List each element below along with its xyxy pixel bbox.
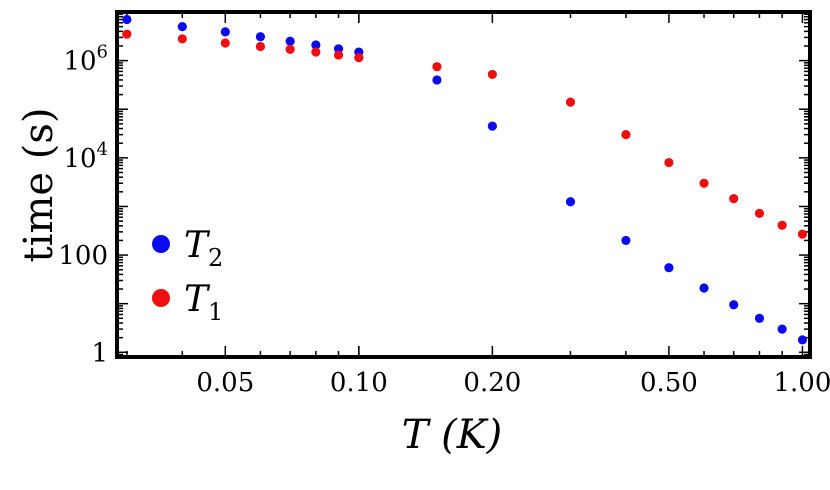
data-point-t1 [354,53,364,63]
x-axis-label: T (K) [402,412,503,458]
data-point-t2 [220,27,230,37]
data-point-t1 [255,41,266,52]
data-point-t1 [729,194,739,204]
data-point-t1 [285,44,295,55]
data-point-t2 [487,121,497,131]
data-point-t2 [432,75,442,85]
data-point-t2 [729,300,739,310]
data-point-t2 [664,263,674,273]
data-point-t2 [285,36,295,46]
y-tick-labels: 1 100 104 106 [58,42,108,369]
data-point-t1 [432,62,442,72]
data-point-t1 [777,220,787,230]
data-point-t1 [754,208,765,218]
y-tick-label: 106 [63,42,108,77]
data-point-t1 [311,47,321,57]
data-point-t1 [699,178,709,188]
data-point-t2 [255,32,266,42]
data-point-t1 [220,38,230,48]
legend-label-t1: T1 [184,279,223,326]
data-point-t2 [311,40,321,50]
legend-marker-t2 [152,235,170,253]
x-tick-label: 1.00 [773,368,830,398]
data-point-t1 [664,157,674,168]
y-tick-label: 104 [63,139,108,174]
x-tick-label: 0.50 [640,368,698,398]
data-point-t1 [333,50,344,60]
data-point-t1 [621,130,631,140]
data-point-t2 [565,197,576,207]
data-point-t2 [122,14,132,25]
data-point-t1 [797,229,808,239]
data-point-t2 [621,235,631,246]
data-point-t1 [122,29,132,39]
y-tick-label: 100 [58,241,108,271]
legend-marker-t1 [152,289,170,307]
points-layer [122,14,808,345]
legend-label-t2: T2 [184,225,223,272]
data-point-t2 [777,324,787,334]
data-point-t2 [699,283,709,293]
data-point-t2 [797,335,808,345]
y-tick-label: 1 [91,338,108,368]
x-tick-label: 0.10 [330,368,388,398]
data-point-t2 [754,313,765,323]
data-point-t1 [487,69,497,80]
data-point-t1 [177,34,187,44]
x-tick-label: 0.05 [196,368,254,398]
data-point-t1 [565,97,576,107]
x-tick-labels: 0.05 0.10 0.20 0.50 1.00 [196,368,830,398]
plot-frame [115,10,812,359]
x-tick-label: 0.20 [463,368,521,398]
y-axis-label: time (s) [16,108,62,263]
data-point-t2 [177,22,187,32]
